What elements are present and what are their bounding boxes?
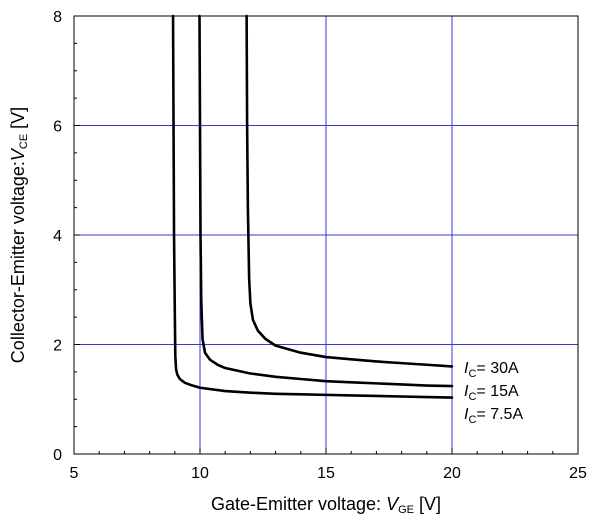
y-axis-title-var: V	[8, 147, 28, 161]
x-tick-labels: 5 10 15 20 25	[70, 465, 587, 482]
x-axis-title: Gate-Emitter voltage: VGE [V]	[211, 494, 441, 516]
series-label-2: IC= 7.5A	[464, 406, 523, 426]
grid	[74, 16, 578, 454]
series-label-sub: C	[468, 368, 476, 380]
y-axis-title-suffix: [V]	[8, 107, 28, 134]
x-tick-label-2: 15	[317, 465, 335, 482]
y-tick-label-4: 8	[53, 9, 62, 26]
series-label-var: I	[464, 383, 469, 400]
x-axis-title-prefix: Gate-Emitter voltage:	[211, 494, 386, 514]
series-line-0	[245, 14, 454, 368]
x-axis-title-suffix: [V]	[414, 494, 441, 514]
series-label-1: IC= 15A	[464, 383, 519, 403]
series-label-sub: C	[468, 414, 476, 426]
x-tick-label-0: 5	[70, 465, 79, 482]
plot-frame	[73, 15, 579, 455]
y-tick-labels: 0 2 4 6 8	[53, 9, 62, 464]
x-axis-title-sub: GE	[398, 504, 414, 516]
y-tick-label-2: 4	[53, 228, 62, 245]
series-lines	[171, 14, 454, 399]
x-tick-label-1: 10	[191, 465, 209, 482]
tick-marks	[73, 15, 579, 455]
y-tick-label-1: 2	[53, 338, 62, 355]
x-tick-label-4: 25	[569, 465, 587, 482]
y-tick-label-0: 0	[53, 447, 62, 464]
series-label-var: I	[464, 406, 469, 423]
series-label-sub: C	[468, 391, 476, 403]
series-label-text: = 15A	[476, 383, 519, 400]
series-line-2	[171, 14, 454, 399]
series-label-var: I	[464, 360, 469, 377]
y-axis-title-prefix: Collector-Emitter voltage:	[8, 161, 28, 363]
y-axis-title-sub: CE	[18, 134, 30, 149]
x-tick-label-3: 20	[443, 465, 461, 482]
y-tick-label-3: 6	[53, 119, 62, 136]
series-line-1	[198, 14, 454, 388]
y-axis-title: Collector-Emitter voltage:VCE [V]	[8, 107, 30, 363]
series-label-text: = 30A	[476, 360, 519, 377]
series-label-text: = 7.5A	[476, 406, 523, 423]
x-axis-title-var: V	[386, 494, 400, 514]
series-label-0: IC= 30A	[464, 360, 519, 380]
